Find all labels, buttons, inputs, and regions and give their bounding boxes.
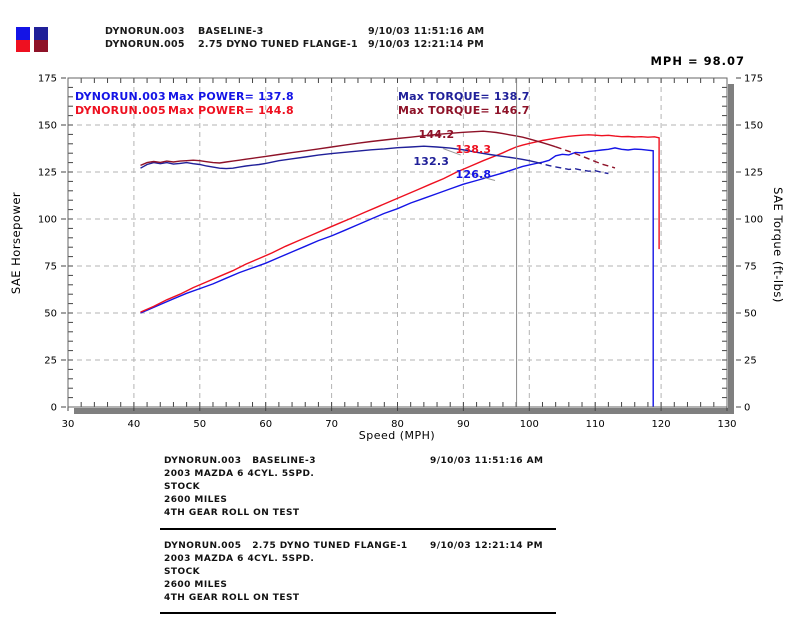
curve-dynorun-005-power — [140, 134, 660, 313]
cursor-value-label: 144.2 — [418, 127, 455, 141]
block-line: STOCK — [164, 567, 201, 577]
cursor-value-label: 126.8 — [455, 167, 492, 181]
x-axis-title: Speed (MPH) — [358, 429, 436, 442]
block-line: 2600 MILES — [164, 580, 228, 590]
run-desc-label: BASELINE-3 — [198, 26, 264, 37]
legend-run-name: DYNORUN.005 — [75, 104, 166, 117]
cursor-label-leader — [466, 172, 496, 181]
x-tick-label: 40 — [128, 419, 141, 430]
y-tick-label-left: 150 — [38, 121, 57, 132]
run-file-label: DYNORUN.005 — [105, 39, 185, 50]
chart-legend-row: DYNORUN.005 Max POWER= 144.8 Max TORQUE=… — [0, 104, 529, 117]
y-tick-label-right: 150 — [744, 121, 763, 132]
run-timestamp: 9/10/03 11:51:16 AM — [368, 26, 485, 37]
block-timestamp: 9/10/03 12:21:14 PM — [430, 541, 544, 551]
cursor-label-leader — [442, 148, 461, 156]
x-tick-label: 90 — [457, 419, 470, 430]
x-tick-label: 50 — [193, 419, 206, 430]
block-line: 4TH GEAR ROLL ON TEST — [164, 593, 300, 603]
y-tick-label-right: 100 — [744, 215, 763, 226]
block-line: 2003 MAZDA 6 4CYL. 5SPD. — [164, 469, 315, 479]
x-tick-label: 130 — [717, 419, 736, 430]
legend-max-power: Max POWER= 137.8 — [168, 90, 294, 103]
block-separator — [160, 528, 556, 530]
curve-dynorun-005-torque — [140, 130, 556, 167]
curve-dynorun-003-torque — [140, 145, 537, 170]
x-tick-label: 120 — [652, 419, 671, 430]
run1-power-color — [16, 27, 30, 40]
y-tick-label-right: 25 — [744, 356, 757, 367]
x-tick-label: 60 — [259, 419, 272, 430]
power-color-swatch — [16, 27, 30, 52]
block-title: DYNORUN.005 2.75 DYNO TUNED FLANGE-1 — [164, 541, 408, 551]
x-tick-label: 80 — [391, 419, 404, 430]
cursor-value-label: 132.3 — [413, 154, 450, 168]
chart-legend-row: DYNORUN.003 Max POWER= 137.8 Max TORQUE=… — [0, 90, 529, 103]
curve-dynorun-003-power — [140, 147, 654, 407]
y-tick-label-left: 0 — [51, 403, 57, 414]
block-line: 2600 MILES — [164, 495, 228, 505]
x-tick-label: 70 — [325, 419, 338, 430]
y-tick-label-left: 100 — [38, 215, 57, 226]
x-tick-label: 30 — [62, 419, 75, 430]
y-tick-label-left: 175 — [38, 74, 57, 85]
run2-torque-color — [34, 39, 48, 52]
cursor-value-label: 138.3 — [455, 142, 492, 156]
legend-max-power: Max POWER= 144.8 — [168, 104, 294, 117]
x-tick-label: 110 — [586, 419, 605, 430]
y-tick-label-right: 50 — [744, 309, 757, 320]
block-line: 2003 MAZDA 6 4CYL. 5SPD. — [164, 554, 315, 564]
run1-torque-color — [34, 27, 48, 40]
plot-shadow-bottom — [74, 408, 734, 414]
y-tick-label-right: 175 — [744, 74, 763, 85]
y-axis-title-right: SAE Torque (ft-lbs) — [771, 187, 785, 303]
block-timestamp: 9/10/03 11:51:16 AM — [430, 456, 544, 466]
torque-color-swatch — [34, 27, 48, 52]
x-tick-label: 100 — [520, 419, 539, 430]
block-separator — [160, 612, 556, 614]
legend-max-torque: Max TORQUE= 138.7 — [398, 90, 530, 103]
y-tick-label-left: 75 — [44, 262, 57, 273]
y-tick-label-left: 25 — [44, 356, 57, 367]
mph-cursor-readout: MPH = 98.07 — [650, 54, 745, 68]
run-file-label: DYNORUN.003 — [105, 26, 185, 37]
plot-shadow-right — [728, 84, 734, 413]
legend-run-name: DYNORUN.003 — [75, 90, 166, 103]
y-tick-label-right: 75 — [744, 262, 757, 273]
y-tick-label-right: 125 — [744, 168, 763, 179]
run-timestamp: 9/10/03 12:21:14 PM — [368, 39, 484, 50]
y-tick-label-left: 125 — [38, 168, 57, 179]
curve-dynorun-005-torque-dashed-tail — [555, 146, 616, 169]
block-title: DYNORUN.003 BASELINE-3 — [164, 456, 316, 466]
y-axis-title-left: SAE Horsepower — [9, 191, 23, 295]
legend-max-torque: Max TORQUE= 146.7 — [398, 104, 530, 117]
curve-dynorun-003-torque-dashed-tail — [535, 161, 609, 175]
block-line: 4TH GEAR ROLL ON TEST — [164, 508, 300, 518]
run-desc-label: 2.75 DYNO TUNED FLANGE-1 — [198, 39, 358, 50]
y-tick-label-left: 50 — [44, 309, 57, 320]
y-tick-label-right: 0 — [744, 403, 750, 414]
block-line: STOCK — [164, 482, 201, 492]
plot-frame — [67, 77, 728, 408]
run2-power-color — [16, 39, 30, 52]
